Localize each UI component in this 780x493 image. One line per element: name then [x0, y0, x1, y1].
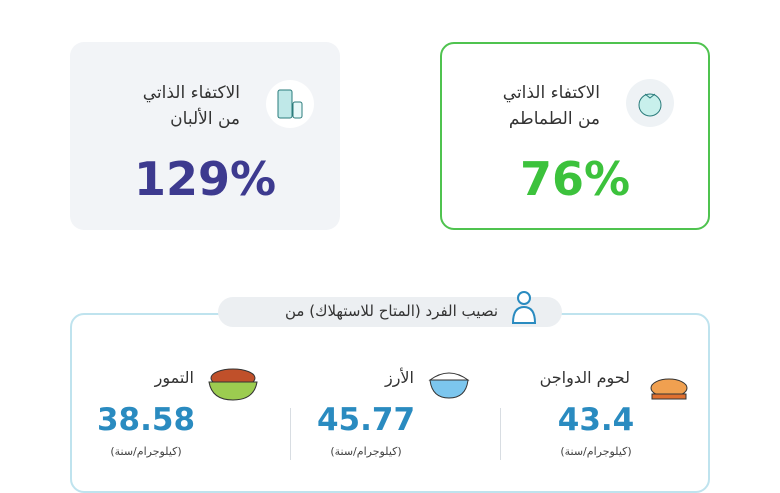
milk-icon: [266, 80, 314, 128]
dairy-title-1: الاكتفاء الذاتي: [142, 83, 240, 103]
tomato-title-2: من الطماطم: [508, 109, 600, 129]
dates-icon: [208, 368, 258, 401]
poultry-icon: [650, 378, 688, 400]
dates-value: 38.58: [96, 402, 196, 438]
rice-icon: [428, 372, 470, 399]
tomato-card: [440, 42, 710, 230]
dairy-title-2: من الألبان: [170, 109, 240, 129]
poultry-value: 43.4: [557, 402, 635, 438]
divider: [290, 408, 291, 460]
tomato-value: 76%: [519, 152, 631, 206]
poultry-unit: (كيلوجرام/سنة): [560, 445, 632, 458]
divider: [500, 408, 501, 460]
tomato-title-1: الاكتفاء الذاتي: [502, 83, 600, 103]
rice-unit: (كيلوجرام/سنة): [330, 445, 402, 458]
dairy-value: 129%: [133, 152, 277, 206]
rice-value: 45.77: [316, 402, 416, 438]
dairy-card: [70, 42, 340, 230]
rice-label: الأرز: [384, 368, 414, 387]
section-title: نصيب الفرد (المتاح للاستهلاك) من: [285, 302, 498, 320]
poultry-label: لحوم الدواجن: [539, 368, 630, 387]
page: الاكتفاء الذاتي من الألبان 129% الاكتفاء…: [70, 42, 710, 493]
tomato-icon: [626, 79, 674, 127]
dates-label: التمور: [154, 368, 194, 387]
dates-unit: (كيلوجرام/سنة): [110, 445, 182, 458]
section-pill: [218, 297, 562, 327]
person-icon: [511, 291, 537, 324]
